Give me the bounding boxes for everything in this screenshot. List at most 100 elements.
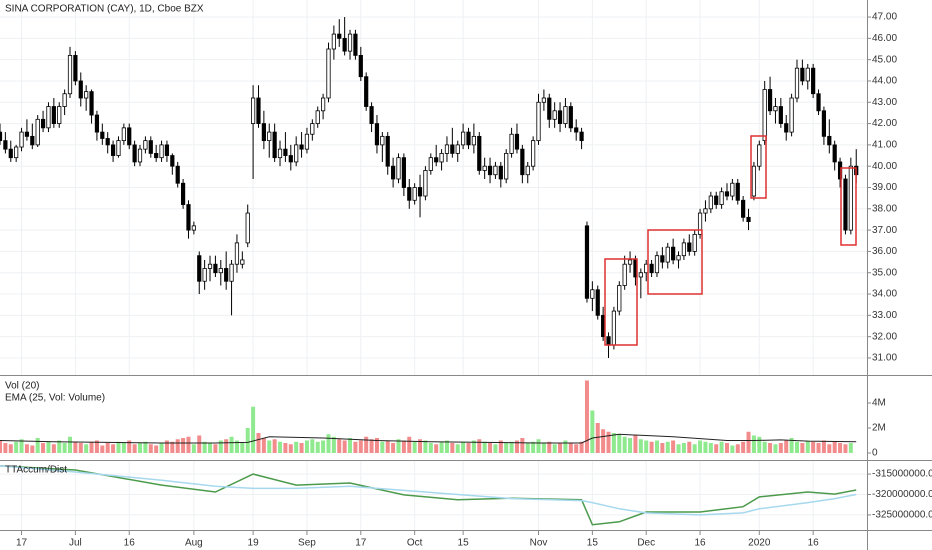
candle-body <box>374 123 380 146</box>
candle-body <box>439 153 444 163</box>
volume-bar <box>175 439 180 453</box>
candle-body <box>180 182 186 205</box>
candle-body <box>401 157 406 188</box>
x-tick-label: 15 <box>587 538 599 549</box>
candle-body <box>778 106 783 124</box>
volume-bar <box>644 440 649 453</box>
candle-body <box>816 93 821 112</box>
y-tick-label: 44.00 <box>872 76 897 87</box>
volume-bar <box>41 443 46 453</box>
candle-body <box>617 285 622 312</box>
candle-body <box>94 114 100 133</box>
volume-bar <box>444 440 449 453</box>
candle-body <box>342 37 347 52</box>
candle-body <box>229 263 234 282</box>
y-tick-label: 38.00 <box>872 203 897 214</box>
volume-bar <box>595 423 600 453</box>
volume-bar <box>358 440 363 453</box>
x-tick-label: 2020 <box>748 538 771 549</box>
volume-bar <box>574 444 579 453</box>
volume-bar <box>132 444 137 453</box>
volume-bar <box>735 444 740 453</box>
candle-body <box>741 199 746 218</box>
volume-bar <box>778 443 783 453</box>
y-tick-label: 37.00 <box>872 225 897 236</box>
volume-bar <box>617 434 622 453</box>
candle-body <box>321 97 326 112</box>
candle-body <box>461 131 466 146</box>
volume-bar <box>455 444 460 453</box>
volume-bar <box>78 443 83 453</box>
volume-bar <box>547 441 552 453</box>
candle-body <box>304 133 310 150</box>
volume-bar <box>552 444 557 453</box>
volume-bar <box>326 434 331 453</box>
volume-bar <box>724 443 729 453</box>
volume-bar <box>558 443 563 453</box>
candle-body <box>337 33 342 39</box>
volume-bar <box>89 441 94 453</box>
y-tick-label: 32.00 <box>872 331 897 342</box>
candle-body <box>110 144 116 156</box>
candle-body <box>245 212 250 244</box>
volume-bar <box>628 438 633 453</box>
candle-body <box>207 263 213 269</box>
candle-body <box>385 135 390 167</box>
candle-body <box>708 195 713 210</box>
candle-body <box>584 225 590 299</box>
volume-bar <box>848 443 853 453</box>
candle-body <box>299 144 304 150</box>
volume-bar <box>601 429 606 453</box>
volume-bar <box>267 440 272 453</box>
candle-body <box>514 133 520 150</box>
volume-bar <box>703 441 708 453</box>
volume-bar <box>412 441 417 453</box>
candle-body <box>197 255 202 282</box>
candle-body <box>132 144 137 163</box>
pane-title: TTAccum/Dist <box>5 465 67 476</box>
volume-bar <box>525 443 530 453</box>
candle-body <box>417 187 423 197</box>
volume-bar <box>482 441 487 453</box>
volume-bar <box>261 438 266 453</box>
y-tick-label: 43.00 <box>872 97 897 108</box>
candle-body <box>762 89 767 142</box>
candle-body <box>805 67 810 82</box>
candle-body <box>450 144 455 154</box>
volume-bar <box>111 444 116 453</box>
candle-body <box>294 144 299 163</box>
volume-bar <box>471 440 476 453</box>
candle-body <box>191 225 196 231</box>
volume-bar <box>805 440 810 453</box>
candle-body <box>444 144 450 154</box>
candle-body <box>24 131 30 137</box>
x-tick-label: 16 <box>694 538 706 549</box>
candle-body <box>434 157 439 163</box>
candle-body <box>703 208 708 214</box>
candle-body <box>536 101 541 142</box>
candle-body <box>159 144 164 159</box>
candle-body <box>213 263 218 274</box>
candle-body <box>504 153 509 180</box>
volume-bar <box>154 445 159 453</box>
highlight-box <box>840 167 857 246</box>
volume-bar <box>509 441 514 453</box>
volume-bar <box>380 441 385 453</box>
candle-body <box>380 135 385 146</box>
candle-body <box>837 161 843 180</box>
candle-body <box>622 263 627 286</box>
volume-bar <box>568 443 573 453</box>
volume-bar <box>401 440 406 453</box>
highlight-box <box>604 258 638 346</box>
y-tick-label: 0 <box>872 448 878 459</box>
volume-bar <box>105 443 110 453</box>
candle-body <box>84 91 89 99</box>
candle-body <box>57 106 62 124</box>
volume-bar <box>315 441 320 453</box>
volume-bar <box>773 444 778 453</box>
volume-bar <box>51 444 56 453</box>
candle-body <box>272 131 277 159</box>
volume-bar <box>3 443 8 453</box>
candle-body <box>751 165 757 197</box>
